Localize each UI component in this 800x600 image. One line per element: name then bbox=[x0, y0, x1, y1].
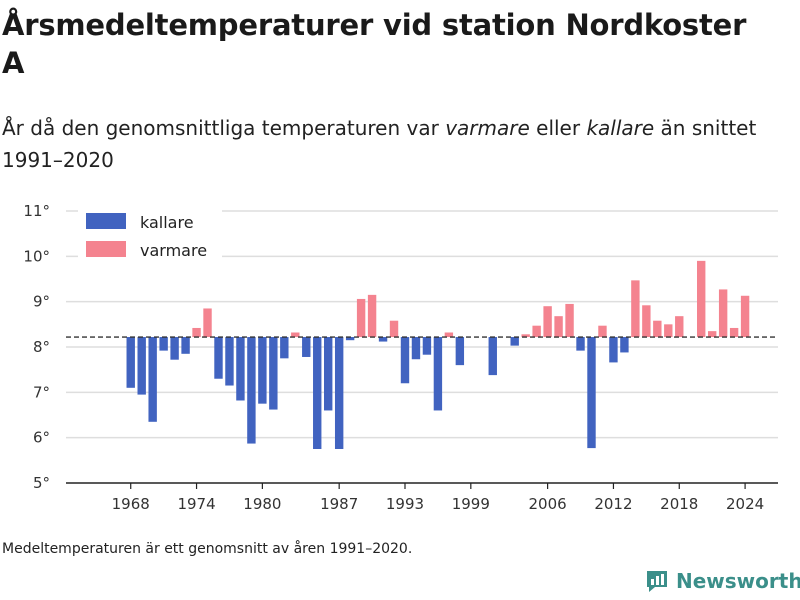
bar-1978 bbox=[236, 337, 245, 401]
bar-1982 bbox=[280, 337, 289, 359]
newsworthy-logo-icon bbox=[647, 571, 667, 592]
bar-2009 bbox=[576, 337, 585, 351]
bar-1980 bbox=[258, 337, 267, 404]
bar-2006 bbox=[543, 306, 552, 338]
y-tick-label: 7° bbox=[33, 383, 50, 401]
bar-1985 bbox=[313, 337, 322, 449]
bar-1988 bbox=[345, 337, 355, 341]
x-tick-label: 2024 bbox=[726, 495, 764, 513]
bar-1991 bbox=[378, 337, 388, 342]
bar-1994 bbox=[411, 337, 421, 360]
bar-2021 bbox=[707, 331, 717, 338]
bar-1976 bbox=[214, 337, 223, 379]
bar-1977 bbox=[225, 337, 234, 386]
bars bbox=[126, 260, 750, 449]
bar-2005 bbox=[532, 325, 541, 338]
bar-2008 bbox=[565, 303, 574, 338]
bar-2015 bbox=[642, 305, 651, 338]
legend: kallare varmare bbox=[78, 203, 222, 265]
bar-1974 bbox=[192, 327, 201, 338]
bar-1993 bbox=[400, 337, 410, 384]
bar-2017 bbox=[664, 324, 673, 338]
chart-subtitle: År då den genomsnittliga temperaturen va… bbox=[2, 112, 772, 176]
bar-2014 bbox=[631, 280, 640, 338]
y-tick-label: 5° bbox=[33, 474, 50, 492]
bar-1981 bbox=[269, 337, 278, 410]
temperature-bar-chart: 5° 6° 7° 8° 9° 10° 11° 1968 1974 1980 1987 1993 199… bbox=[23, 202, 778, 513]
x-tick-label: 1999 bbox=[452, 495, 490, 513]
bar-1998 bbox=[455, 337, 465, 366]
legend-label-kallare: kallare bbox=[140, 213, 194, 232]
bar-1997 bbox=[444, 332, 454, 338]
bar-1970 bbox=[148, 337, 157, 422]
subtitle-text-c: eller bbox=[529, 116, 587, 140]
bar-1972 bbox=[170, 337, 179, 360]
x-tick-label: 1987 bbox=[320, 495, 358, 513]
bar-2022 bbox=[718, 289, 728, 338]
brand-name: Newsworthy bbox=[676, 569, 800, 593]
x-tick-label: 1968 bbox=[112, 495, 150, 513]
bar-2007 bbox=[554, 316, 563, 338]
bar-1975 bbox=[203, 308, 212, 338]
x-axis: 1968 1974 1980 1987 1993 1999 2006 2012 2018 2024 bbox=[66, 482, 778, 513]
bar-1984 bbox=[302, 337, 311, 357]
y-tick-label: 6° bbox=[33, 429, 50, 447]
y-tick-label: 9° bbox=[33, 293, 50, 311]
bar-2011 bbox=[598, 325, 607, 338]
bar-1987 bbox=[334, 337, 344, 449]
bar-1979 bbox=[247, 337, 256, 444]
bar-1989 bbox=[356, 298, 366, 338]
bar-1986 bbox=[324, 337, 333, 411]
bar-2013 bbox=[620, 337, 629, 353]
subtitle-warmer: varmare bbox=[445, 116, 530, 140]
brand-logo[interactable]: Newsworthy bbox=[644, 568, 800, 594]
y-axis-ticks: 5° 6° 7° 8° 9° 10° 11° bbox=[23, 202, 50, 492]
bar-2001 bbox=[488, 337, 497, 376]
y-tick-label: 8° bbox=[33, 338, 50, 356]
legend-label-varmare: varmare bbox=[140, 241, 207, 260]
bar-2024 bbox=[740, 295, 750, 338]
bar-2012 bbox=[609, 337, 618, 363]
x-tick-label: 2018 bbox=[660, 495, 698, 513]
bar-1983 bbox=[291, 332, 300, 338]
bar-1973 bbox=[181, 337, 190, 354]
bar-1968 bbox=[126, 337, 135, 388]
bar-2016 bbox=[653, 320, 662, 338]
bar-2018 bbox=[675, 316, 684, 338]
x-tick-label: 1980 bbox=[243, 495, 281, 513]
bar-2023 bbox=[729, 327, 739, 338]
x-tick-label: 2006 bbox=[529, 495, 567, 513]
bar-1990 bbox=[367, 294, 377, 338]
bar-2020 bbox=[697, 260, 706, 338]
bar-1995 bbox=[422, 337, 432, 355]
y-tick-label: 11° bbox=[23, 202, 50, 220]
x-tick-label: 2012 bbox=[594, 495, 632, 513]
bar-1992 bbox=[389, 320, 399, 338]
subtitle-colder: kallare bbox=[586, 116, 655, 140]
bar-1969 bbox=[137, 337, 146, 395]
bar-2004 bbox=[521, 334, 530, 338]
subtitle-text-e: än snittet 1991–2020 bbox=[2, 116, 757, 172]
footnote: Medeltemperaturen är ett genomsnitt av å… bbox=[2, 541, 413, 557]
bar-2003 bbox=[510, 337, 519, 346]
x-tick-label: 1974 bbox=[177, 495, 215, 513]
chart-title: Årsmedeltemperaturer vid station Nordkos… bbox=[2, 8, 747, 80]
subtitle-text-a: År då den genomsnittliga temperaturen va… bbox=[2, 116, 446, 140]
x-tick-label: 1993 bbox=[386, 495, 424, 513]
y-tick-label: 10° bbox=[23, 247, 50, 265]
bar-1996 bbox=[433, 337, 443, 411]
bar-2010 bbox=[587, 337, 596, 449]
bar-1971 bbox=[159, 337, 168, 351]
legend-swatch-kallare bbox=[86, 213, 126, 229]
legend-swatch-varmare bbox=[86, 241, 126, 257]
